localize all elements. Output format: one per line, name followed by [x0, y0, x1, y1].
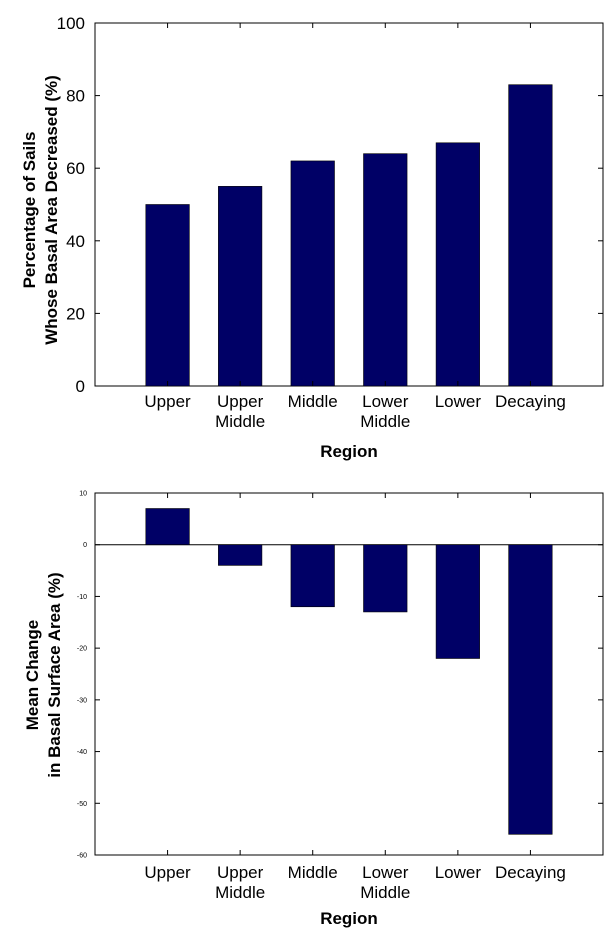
x-tick-label-1: Upper [217, 392, 264, 411]
x-tick-label-3: Lower [362, 392, 409, 411]
x-axis-title: Region [320, 442, 378, 461]
x-tick-label-5: Decaying [495, 863, 566, 882]
x-tick-label-3-line-2: Middle [360, 883, 410, 902]
bar-5 [508, 544, 553, 835]
y-ticks: -60 -50 -40 -30 -20 -10 0 10 [77, 491, 603, 860]
y-tick-label-1: -50 [77, 801, 87, 808]
bar-3 [363, 544, 408, 613]
x-tick-label-2: Middle [288, 392, 338, 411]
x-tick-label-5: Decaying [495, 392, 566, 411]
y-tick-label-4: 80 [66, 87, 85, 106]
y-axis-title: Percentage of Sails Whose Basal Area Dec… [20, 75, 61, 345]
bar-4 [435, 544, 480, 659]
x-tick-label-3: Lower [362, 863, 409, 882]
x-tick-label-1-line-2: Middle [215, 883, 265, 902]
bar-1 [218, 186, 263, 387]
x-tick-label-4: Lower [435, 392, 482, 411]
bar-5 [508, 84, 553, 387]
y-tick-label-3: -30 [77, 697, 87, 704]
y-ticks: 0 20 40 60 80 100 [57, 14, 603, 396]
y-tick-label-0: 0 [76, 377, 85, 396]
y-tick-label-5: 100 [57, 14, 85, 33]
bars [95, 508, 603, 835]
bar-2 [290, 544, 335, 608]
y-tick-label-6: 0 [83, 542, 87, 549]
x-tick-label-4: Lower [435, 863, 482, 882]
x-tick-label-0: Upper [144, 863, 191, 882]
x-tick-label-0: Upper [144, 392, 191, 411]
bar-3 [363, 153, 408, 387]
bar-2 [290, 160, 335, 387]
y-axis-title: Mean Change in Basal Surface Area (%) [23, 572, 64, 777]
y-tick-label-0: -60 [77, 853, 87, 860]
bar-0 [145, 508, 190, 546]
y-tick-label-2: 40 [66, 232, 85, 251]
x-tick-label-3-line-2: Middle [360, 412, 410, 431]
y-tick-label-3: 60 [66, 159, 85, 178]
x-axis-title: Region [320, 909, 378, 928]
y-tick-label-5: -10 [77, 594, 87, 601]
y-tick-label-1: 20 [66, 304, 85, 323]
x-tick-label-1: Upper [217, 863, 264, 882]
y-tick-label-4: -20 [77, 646, 87, 653]
bar-4 [435, 142, 480, 387]
x-tick-label-2: Middle [288, 863, 338, 882]
bar-1 [218, 544, 263, 566]
bars [145, 84, 553, 387]
y-axis-title-line-1: Percentage of Sails [20, 132, 39, 289]
x-tick-label-1-line-2: Middle [215, 412, 265, 431]
bar-0 [145, 204, 190, 387]
y-tick-label-7: 10 [79, 491, 87, 498]
y-axis-title-line-2: Whose Basal Area Decreased (%) [42, 75, 61, 345]
y-tick-label-2: -40 [77, 749, 87, 756]
y-axis-title-line-2: in Basal Surface Area (%) [45, 572, 64, 777]
y-axis-title-line-1: Mean Change [23, 620, 42, 731]
